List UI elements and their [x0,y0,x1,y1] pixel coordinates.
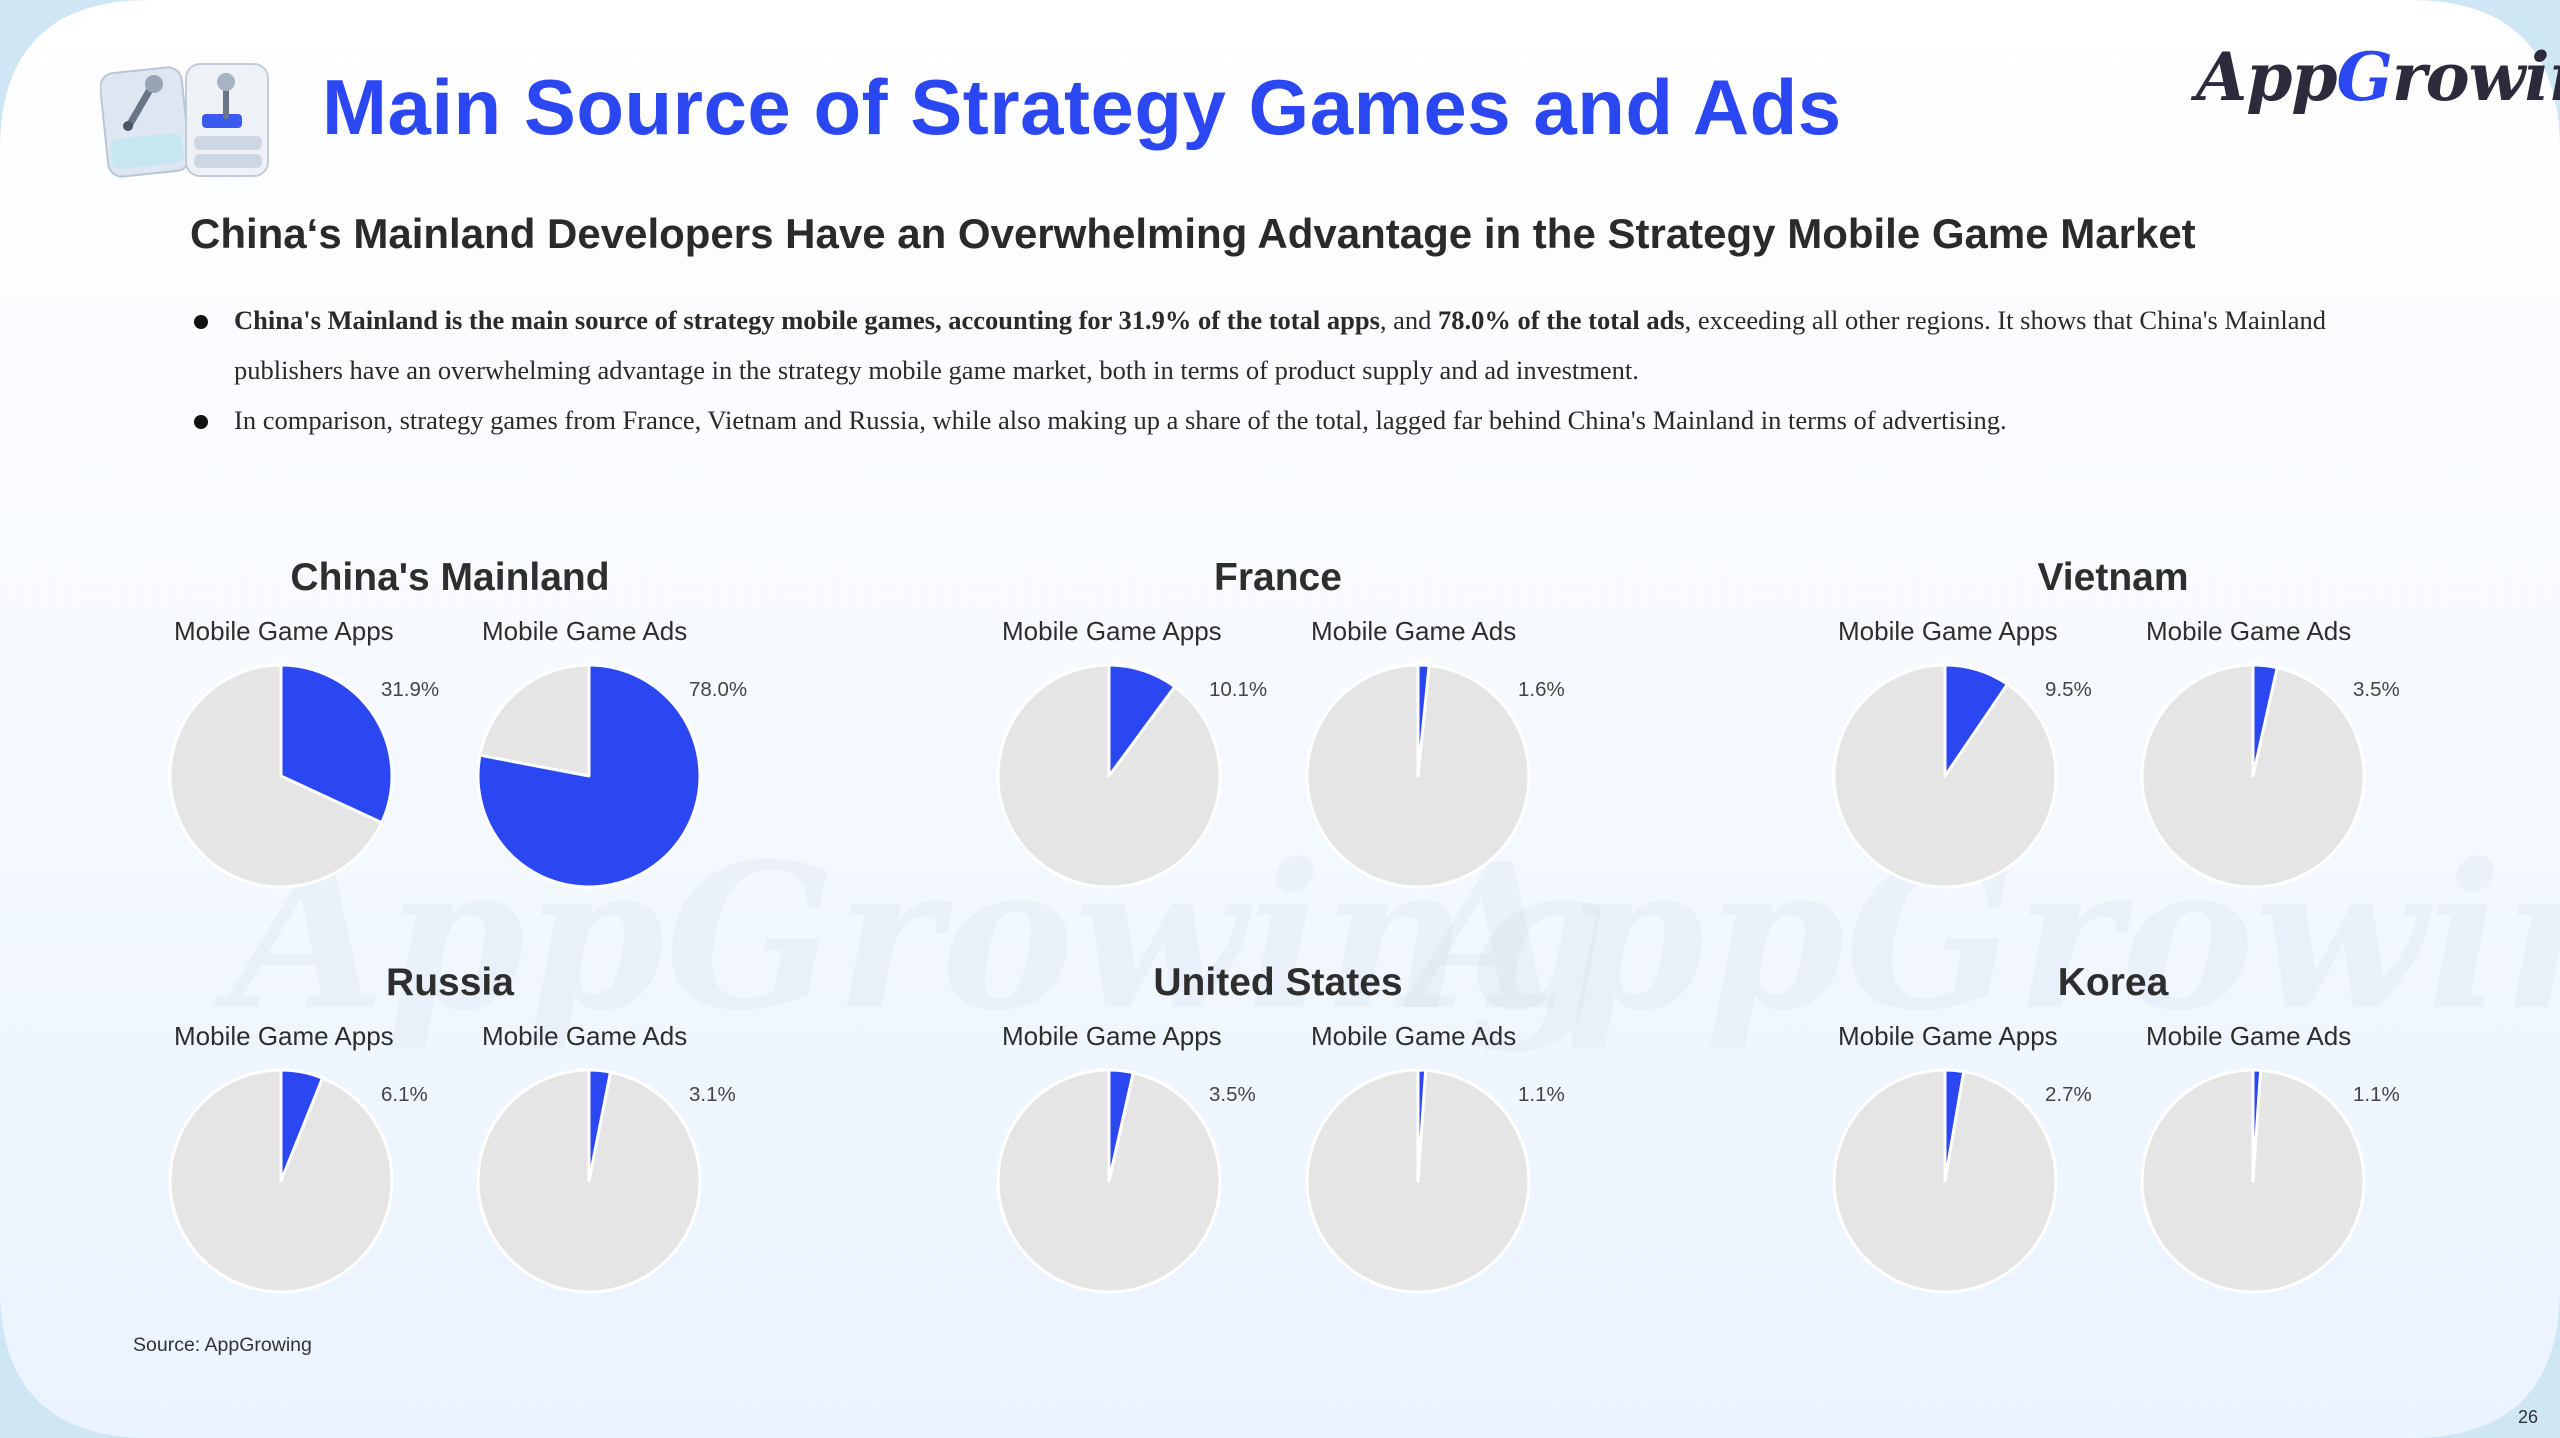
russia-apps-label: Mobile Game Apps [174,1021,394,1051]
france-ads-share-slice [1416,663,1431,778]
bullet-item-1: China's Mainland is the main source of s… [190,295,2400,395]
region-title-korea: Korea [2057,961,2169,1004]
russia-apps-pie [168,1068,394,1294]
china-s-mainland-apps-pie [168,663,394,889]
korea-apps-pie [1832,1068,2058,1294]
vietnam-ads-share-slice [2251,663,2279,778]
bullet-1-bold-1: China's Mainland is the main source of s… [234,305,1380,335]
page-title: Main Source of Strategy Games and Ads [322,63,1842,151]
russia-ads-pie [476,1068,702,1294]
vietnam-apps-share-slice [1943,663,2009,778]
region-title-russia: Russia [386,961,514,1004]
source-note: Source: AppGrowing [133,1334,312,1356]
russia-ads-value-label: 3.1% [689,1083,736,1106]
korea-apps-share-slice [1943,1068,1966,1183]
russia-ads-label: Mobile Game Ads [482,1021,688,1051]
france-ads-label: Mobile Game Ads [1311,616,1517,646]
region-title-china-s-mainland: China's Mainland [290,556,610,599]
bullet-list: China's Mainland is the main source of s… [190,295,2400,445]
united-states-apps-pie [996,1068,1222,1294]
vietnam-apps-value-label: 9.5% [2045,678,2092,701]
russia-apps-share-slice [279,1068,325,1183]
bullet-1-text-2: , exceeding all other regions. It shows … [234,305,2326,385]
korea-ads-pie [2140,1068,2366,1294]
subtitle: China‘s Mainland Developers Have an Over… [190,210,2196,257]
vietnam-ads-label: Mobile Game Ads [2146,616,2352,646]
page-number: 26 [2517,1407,2538,1427]
logo-suffix: rowing [2391,38,2560,116]
russia-apps-value-label: 6.1% [381,1083,428,1106]
united-states-ads-share-slice [1416,1068,1428,1183]
region-title-france: France [1214,556,1342,599]
china-s-mainland-apps-label: Mobile Game Apps [174,616,394,646]
bullet-1-bold-2: 78.0% of the total ads [1438,305,1685,335]
united-states-ads-label: Mobile Game Ads [1311,1021,1517,1051]
vietnam-ads-value-label: 3.5% [2353,678,2400,701]
vietnam-apps-label: Mobile Game Apps [1838,616,2058,646]
korea-apps-label: Mobile Game Apps [1838,1021,2058,1051]
china-s-mainland-apps-share-slice [279,663,394,825]
france-apps-pie [996,663,1222,889]
appgrowing-logo: AppGrowing [2196,38,2560,116]
france-apps-value-label: 10.1% [1209,678,1268,701]
region-title-vietnam: Vietnam [2037,556,2189,599]
korea-ads-share-slice [2251,1068,2263,1183]
korea-ads-label: Mobile Game Ads [2146,1021,2352,1051]
logo-accent: G [2336,38,2393,116]
china-s-mainland-ads-value-label: 78.0% [689,678,748,701]
vietnam-apps-pie [1832,663,2058,889]
bullet-2-text: In comparison, strategy games from Franc… [234,405,2007,435]
china-s-mainland-apps-value-label: 31.9% [381,678,440,701]
france-apps-label: Mobile Game Apps [1002,616,1222,646]
china-s-mainland-ads-share-slice [476,663,702,889]
logo-prefix: App [2196,38,2338,116]
korea-apps-value-label: 2.7% [2045,1083,2092,1106]
united-states-ads-pie [1305,1068,1531,1294]
vietnam-ads-pie [2140,663,2366,889]
china-s-mainland-ads-label: Mobile Game Ads [482,616,688,646]
russia-ads-share-slice [587,1068,612,1183]
region-title-united-states: United States [1153,961,1403,1004]
united-states-apps-value-label: 3.5% [1209,1083,1256,1106]
game-controller-icon [100,63,269,178]
bullet-1-text-1: , and [1379,305,1439,335]
france-ads-value-label: 1.6% [1518,678,1565,701]
bullet-item-2: In comparison, strategy games from Franc… [190,395,2400,445]
france-apps-share-slice [1107,663,1177,778]
united-states-apps-share-slice [1107,1068,1135,1183]
france-ads-pie [1305,663,1531,889]
korea-ads-value-label: 1.1% [2353,1083,2400,1106]
united-states-apps-label: Mobile Game Apps [1002,1021,1222,1051]
china-s-mainland-ads-pie [476,663,702,889]
united-states-ads-value-label: 1.1% [1518,1083,1565,1106]
